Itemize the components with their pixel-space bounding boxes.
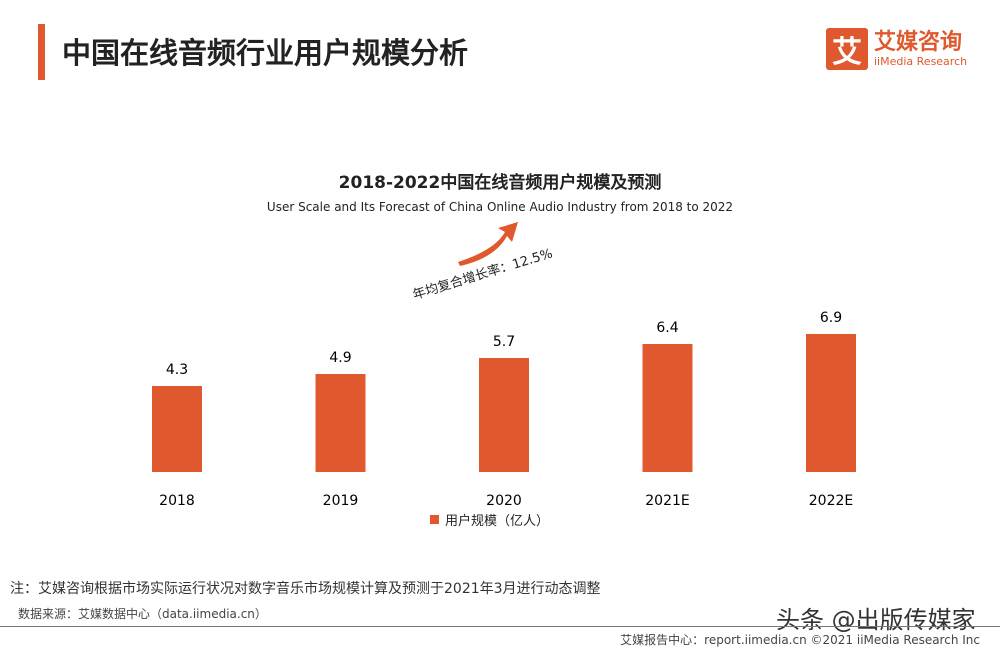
legend-swatch xyxy=(430,515,439,524)
bar-2020 xyxy=(479,358,529,472)
chart-legend: 用户规模（亿人） xyxy=(430,510,549,529)
data-label: 4.3 xyxy=(166,362,188,378)
x-tick-label: 2021E xyxy=(645,493,689,509)
bar-2022E xyxy=(806,334,856,472)
logo-cn: 艾媒咨询 xyxy=(874,29,963,55)
x-tick-label: 2019 xyxy=(323,493,359,509)
bar-2021E xyxy=(642,344,693,472)
title-accent-bar xyxy=(38,24,45,80)
logo-en: iiMedia Research xyxy=(874,54,968,68)
chart-subtitle: User Scale and Its Forecast of China Onl… xyxy=(266,200,734,214)
watermark: 头条 @出版传媒家 xyxy=(776,606,976,634)
chart-title: 2018-2022中国在线音频用户规模及预测 xyxy=(338,173,662,193)
data-label: 6.4 xyxy=(656,320,678,336)
copyright: 艾媒报告中心：report.iimedia.cn ©2021 iiMedia R… xyxy=(620,633,980,647)
iimedia-logo: 艾 艾媒咨询 iiMedia Research xyxy=(826,28,967,70)
logo-mark: 艾 xyxy=(826,28,868,70)
footnote: 注：艾媒咨询根据市场实际运行状况对数字音乐市场规模计算及预测于2021年3月进行… xyxy=(10,581,601,597)
legend-label: 用户规模（亿人） xyxy=(445,514,550,529)
data-label: 4.9 xyxy=(329,350,351,366)
data-source: 数据来源：艾媒数据中心（data.iimedia.cn） xyxy=(18,607,267,621)
data-label: 5.7 xyxy=(493,334,515,350)
bar-2018 xyxy=(152,386,202,472)
page-title: 中国在线音频行业用户规模分析 xyxy=(62,36,469,70)
x-tick-label: 2022E xyxy=(809,493,853,509)
bar-2019 xyxy=(315,374,366,472)
data-label: 6.9 xyxy=(820,310,842,326)
footer-divider xyxy=(0,626,1000,627)
x-tick-label: 2018 xyxy=(159,493,195,509)
x-tick-label: 2020 xyxy=(486,493,522,509)
growth-arrow-icon xyxy=(458,222,518,266)
